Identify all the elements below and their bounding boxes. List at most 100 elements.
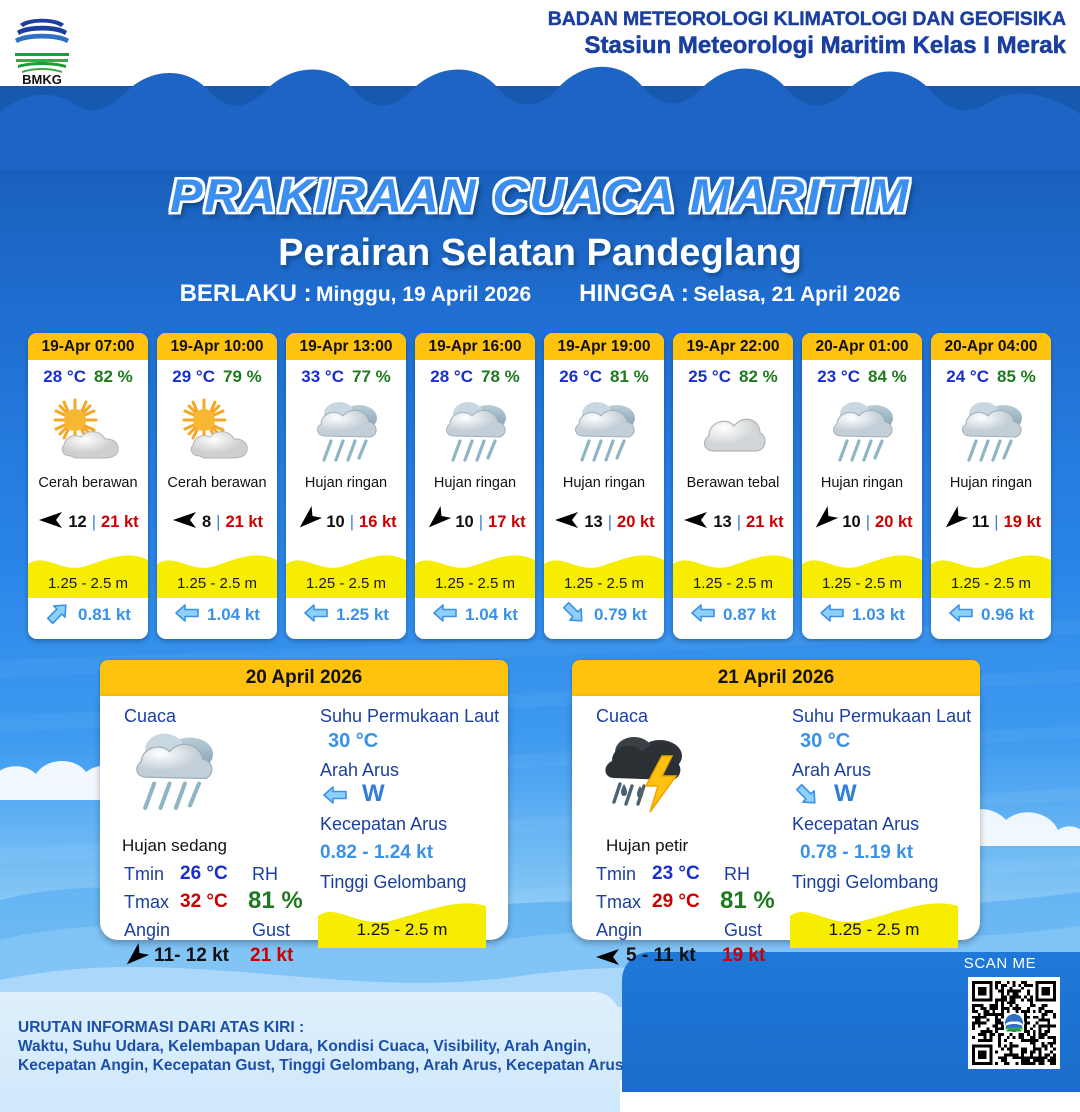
footer-legend-line-3: Kecepatan Angin, Kecepatan Gust, Tinggi … [18, 1057, 624, 1074]
daily-date: 21 April 2026 [572, 660, 980, 696]
hourly-current-speed: 1.03 kt [852, 605, 905, 624]
hourly-time: 20-Apr 04:00 [931, 333, 1051, 360]
qr-code-icon[interactable] [968, 977, 1060, 1069]
hourly-temp-humidity: 26 °C 81 % [544, 362, 664, 392]
wave-shape-icon [415, 555, 535, 598]
wind-separator: | [865, 512, 871, 531]
daily-wind-arrow-icon [594, 946, 620, 973]
hourly-wind: 10 | 20 kt [802, 496, 922, 548]
current-direction-arrow-icon [690, 602, 716, 629]
hourly-weather-desc: Hujan ringan [562, 475, 646, 491]
sun-cloud-icon [28, 392, 148, 470]
hourly-wind-gust: 16 kt [359, 512, 397, 531]
hourly-wind-dir: 10 [842, 512, 861, 531]
hourly-weather-desc: Cerah berawan [167, 475, 267, 491]
daily-tmax-label: Tmax [124, 892, 169, 912]
daily-wave-shape-icon [790, 898, 958, 948]
hourly-weather-desc: Hujan ringan [820, 475, 904, 491]
daily-wind: 11- 12 kt [154, 945, 229, 966]
hourly-time: 19-Apr 07:00 [28, 333, 148, 360]
hourly-weather-desc: Hujan ringan [304, 475, 388, 491]
wind-direction-arrow-icon [37, 509, 63, 536]
current-direction-arrow-icon [45, 602, 71, 629]
daily-tmin: 26 °C [180, 863, 228, 884]
hourly-current: 0.87 kt [673, 598, 793, 632]
current-direction-arrow-icon [819, 602, 845, 629]
daily-sst-label: Suhu Permukaan Laut [320, 706, 500, 726]
daily-tmax: 32 °C [180, 891, 228, 912]
agency-line-1: BADAN METEOROLOGI KLIMATOLOGI DAN GEOFIS… [547, 8, 1067, 30]
wave-shape-icon [544, 555, 664, 598]
hourly-wave: 1.25 - 2.5 m [286, 548, 406, 598]
hourly-time: 19-Apr 16:00 [415, 333, 535, 360]
hourly-forecast-card: 20-Apr 01:00 23 °C 84 % Hujan ringan 10 … [802, 333, 922, 639]
wind-separator: | [607, 512, 613, 531]
hourly-temp-humidity: 25 °C 82 % [673, 362, 793, 392]
daily-current-arrow-icon [322, 784, 348, 811]
hourly-current-speed: 1.25 kt [336, 605, 389, 624]
wind-direction-arrow-icon [682, 509, 708, 536]
hourly-temp-humidity: 24 °C 85 % [931, 362, 1051, 392]
daily-weather-label: Cuaca [596, 706, 649, 726]
hourly-wind-gust: 21 kt [225, 512, 264, 531]
hourly-forecast-card: 19-Apr 10:00 29 °C 79 % Cerah berawan 8 … [157, 333, 277, 639]
current-direction-arrow-icon [303, 602, 329, 629]
daily-rh: 81 % [248, 887, 303, 914]
hourly-humidity: 81 % [609, 367, 649, 386]
hourly-temp: 33 °C [301, 367, 344, 386]
hourly-wave-height: 1.25 - 2.5 m [821, 575, 903, 592]
hourly-forecast-card: 19-Apr 22:00 25 °C 82 % Berawan tebal 13… [673, 333, 793, 639]
hourly-wave-height: 1.25 - 2.5 m [305, 575, 387, 592]
hourly-current: 1.03 kt [802, 598, 922, 632]
hourly-current-speed: 0.81 kt [78, 605, 131, 624]
hourly-wave: 1.25 - 2.5 m [544, 548, 664, 598]
hourly-current-speed: 0.79 kt [594, 605, 647, 624]
hourly-wind-dir: 10 [326, 512, 345, 531]
hourly-wind-dir: 13 [713, 512, 732, 531]
footer-legend-line-1: URUTAN INFORMASI DARI ATAS KIRI : [18, 1019, 305, 1036]
validity-row: BERLAKU : Minggu, 19 April 2026 HINGGA :… [0, 280, 1080, 308]
hourly-weather-desc: Berawan tebal [686, 475, 780, 491]
daily-gust-label: Gust [252, 920, 291, 940]
hourly-temp: 26 °C [559, 367, 602, 386]
wind-direction-arrow-icon [941, 505, 969, 536]
hourly-weather-desc: Cerah berawan [38, 475, 138, 491]
rain-cloud-icon [544, 392, 664, 470]
bmkg-logo: BMKG [15, 8, 69, 86]
hourly-current: 1.04 kt [415, 598, 535, 632]
hourly-current: 1.04 kt [157, 598, 277, 632]
daily-date: 20 April 2026 [100, 660, 508, 696]
daily-current-arrow-icon [794, 783, 820, 811]
hourly-wave-height: 1.25 - 2.5 m [434, 575, 516, 592]
hourly-time: 19-Apr 22:00 [673, 333, 793, 360]
hourly-temp: 28 °C [43, 367, 86, 386]
daily-gust-label: Gust [724, 920, 763, 940]
hourly-temp: 23 °C [817, 367, 860, 386]
hourly-wind: 11 | 19 kt [931, 496, 1051, 548]
daily-current-dir-label: Arah Arus [320, 760, 400, 780]
daily-current-dir: W [834, 780, 857, 807]
wave-shape-icon [673, 555, 793, 598]
hourly-wind-gust: 20 kt [875, 512, 913, 531]
daily-current-speed: 0.82 - 1.24 kt [320, 842, 434, 863]
current-direction-arrow-icon [174, 602, 200, 629]
wave-shape-icon [28, 555, 148, 598]
hourly-current-speed: 1.04 kt [207, 605, 260, 624]
hourly-wind-dir: 13 [584, 512, 603, 531]
wind-separator: | [478, 512, 484, 531]
valid-to-label: HINGGA : [579, 280, 689, 307]
hourly-wind: 13 | 20 kt [544, 496, 664, 548]
daily-tmin-label: Tmin [596, 864, 636, 884]
wind-direction-arrow-icon [424, 505, 452, 536]
wave-shape-icon [157, 555, 277, 598]
wave-shape-icon [286, 555, 406, 598]
hourly-wave: 1.25 - 2.5 m [673, 548, 793, 598]
scan-me-label: SCAN ME [963, 955, 1037, 972]
hourly-forecast-card: 19-Apr 16:00 28 °C 78 % Hujan ringan 10 … [415, 333, 535, 639]
wind-direction-arrow-icon [811, 505, 839, 536]
hourly-humidity: 78 % [480, 367, 520, 386]
hourly-time: 19-Apr 13:00 [286, 333, 406, 360]
footer-legend: URUTAN INFORMASI DARI ATAS KIRI : Waktu,… [18, 1018, 638, 1075]
hourly-humidity: 82 % [93, 367, 133, 386]
daily-weather-desc: Hujan sedang [122, 836, 227, 855]
